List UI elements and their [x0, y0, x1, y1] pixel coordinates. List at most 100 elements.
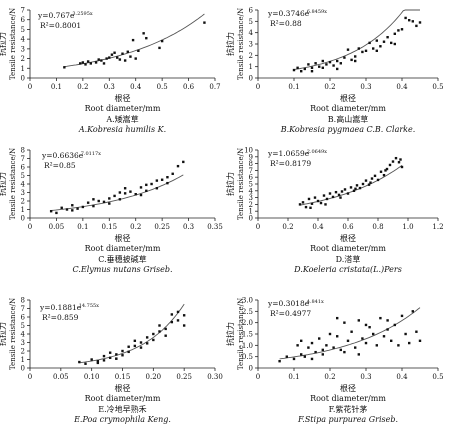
- data-point: [182, 160, 185, 164]
- data-point: [314, 62, 317, 65]
- data-point: [60, 206, 63, 209]
- y-axis-label: Tensile resistance/N: [237, 298, 245, 370]
- data-point: [84, 362, 87, 365]
- y-tick-label: 2: [249, 52, 253, 60]
- data-point: [158, 330, 161, 333]
- panel-caption-latin: A.Kobresia humilis K.: [78, 125, 166, 134]
- fit-curve: [51, 174, 184, 211]
- data-point: [303, 355, 306, 358]
- data-point: [367, 183, 371, 186]
- data-point: [150, 182, 153, 186]
- data-point: [386, 319, 389, 322]
- data-point: [314, 350, 317, 354]
- data-point: [152, 338, 155, 342]
- data-point: [346, 192, 350, 195]
- data-point: [127, 345, 130, 348]
- data-point: [301, 201, 305, 204]
- data-point: [343, 321, 346, 324]
- r-squared: R²=0.8001: [40, 21, 81, 30]
- data-point: [71, 204, 74, 207]
- data-point: [393, 42, 396, 46]
- data-point: [369, 181, 372, 184]
- data-point: [170, 320, 174, 324]
- data-point: [55, 211, 58, 215]
- data-point: [108, 351, 112, 354]
- data-point: [131, 38, 135, 42]
- fit-equation: y=0.3746e: [267, 9, 310, 18]
- y-tick-label: 4: [21, 331, 26, 339]
- x-axis-label-cn: 根径: [115, 233, 131, 243]
- data-point: [325, 63, 328, 66]
- data-point: [361, 337, 364, 340]
- data-point: [78, 360, 81, 364]
- panel-caption-cn: E.冷地早熟禾: [98, 404, 146, 414]
- x-tick-label: 0: [256, 223, 260, 231]
- data-point: [307, 63, 310, 66]
- data-point: [139, 341, 143, 344]
- fit-equation: y=1.0659e: [267, 149, 310, 158]
- y-tick-label: 2: [249, 201, 253, 209]
- data-point: [84, 63, 87, 66]
- x-tick-label: 0.30: [207, 373, 223, 381]
- data-point: [145, 189, 148, 192]
- data-point: [364, 49, 368, 52]
- data-point: [336, 67, 339, 71]
- r-squared: R²=0.4977: [270, 309, 311, 318]
- x-tick-label: 0.4: [396, 83, 408, 91]
- x-tick-label: 0.1: [288, 373, 299, 381]
- data-point: [391, 160, 395, 163]
- y-tick-label: 10: [244, 147, 253, 155]
- panel-caption-cn: D.溚草: [336, 254, 361, 264]
- data-point: [321, 59, 324, 63]
- data-point: [357, 47, 360, 50]
- data-point: [278, 360, 281, 363]
- data-point: [376, 178, 380, 182]
- data-point: [137, 49, 140, 52]
- data-point: [411, 310, 414, 313]
- fit-curve: [293, 9, 420, 71]
- data-point: [368, 41, 371, 45]
- panel-caption-latin: B.Kobresia pygmaea C.B. Clarke.: [280, 125, 416, 134]
- data-point: [352, 189, 356, 192]
- panel-caption-latin: E.Poa crymophila Keng.: [73, 415, 171, 424]
- x-tick-label: 0.35: [207, 223, 223, 231]
- y-tick-label: 4: [21, 181, 26, 189]
- x-tick-label: 0.3: [183, 223, 194, 231]
- data-point: [115, 353, 118, 356]
- fit-equation: y=0.1881e: [39, 303, 82, 312]
- x-tick-label: 1.2: [432, 223, 443, 231]
- y-tick-label: 2: [21, 55, 25, 63]
- data-point: [145, 336, 149, 339]
- data-point: [310, 70, 314, 73]
- data-point: [310, 357, 314, 361]
- data-point: [400, 314, 404, 318]
- x-tick-label: 0.2: [324, 373, 335, 381]
- y-axis-label-cn: 抗拉力: [225, 322, 235, 346]
- x-axis-label-cn: 根径: [115, 383, 131, 393]
- data-point: [310, 341, 314, 345]
- data-point: [343, 188, 347, 191]
- x-tick-label: 1.0: [402, 223, 413, 231]
- y-tick-label: 1: [21, 356, 25, 364]
- data-point: [354, 55, 357, 58]
- y-tick-label: 0: [21, 75, 25, 83]
- fit-equation-exponent: 4.841x: [307, 299, 324, 305]
- data-point: [118, 198, 122, 201]
- x-tick-label: 0.1: [288, 83, 299, 91]
- data-point: [164, 334, 167, 337]
- x-tick-label: 0.3: [104, 83, 115, 91]
- panel-caption-latin: F.Stipa purpurea Griseb.: [297, 415, 398, 424]
- x-tick-label: 0.2: [77, 83, 88, 91]
- data-point: [324, 203, 327, 206]
- y-tick-label: 4: [21, 36, 26, 44]
- data-point: [126, 50, 129, 53]
- fit-equation-exponent: 14.755x: [79, 303, 99, 309]
- data-point: [81, 61, 85, 64]
- y-tick-label: 6: [21, 16, 26, 24]
- x-tick-label: 0.2: [282, 223, 293, 231]
- data-point: [182, 324, 186, 327]
- data-point: [139, 186, 143, 189]
- y-tick-label: 3: [249, 194, 253, 202]
- data-point: [110, 53, 114, 56]
- y-tick-label: 6: [249, 174, 254, 182]
